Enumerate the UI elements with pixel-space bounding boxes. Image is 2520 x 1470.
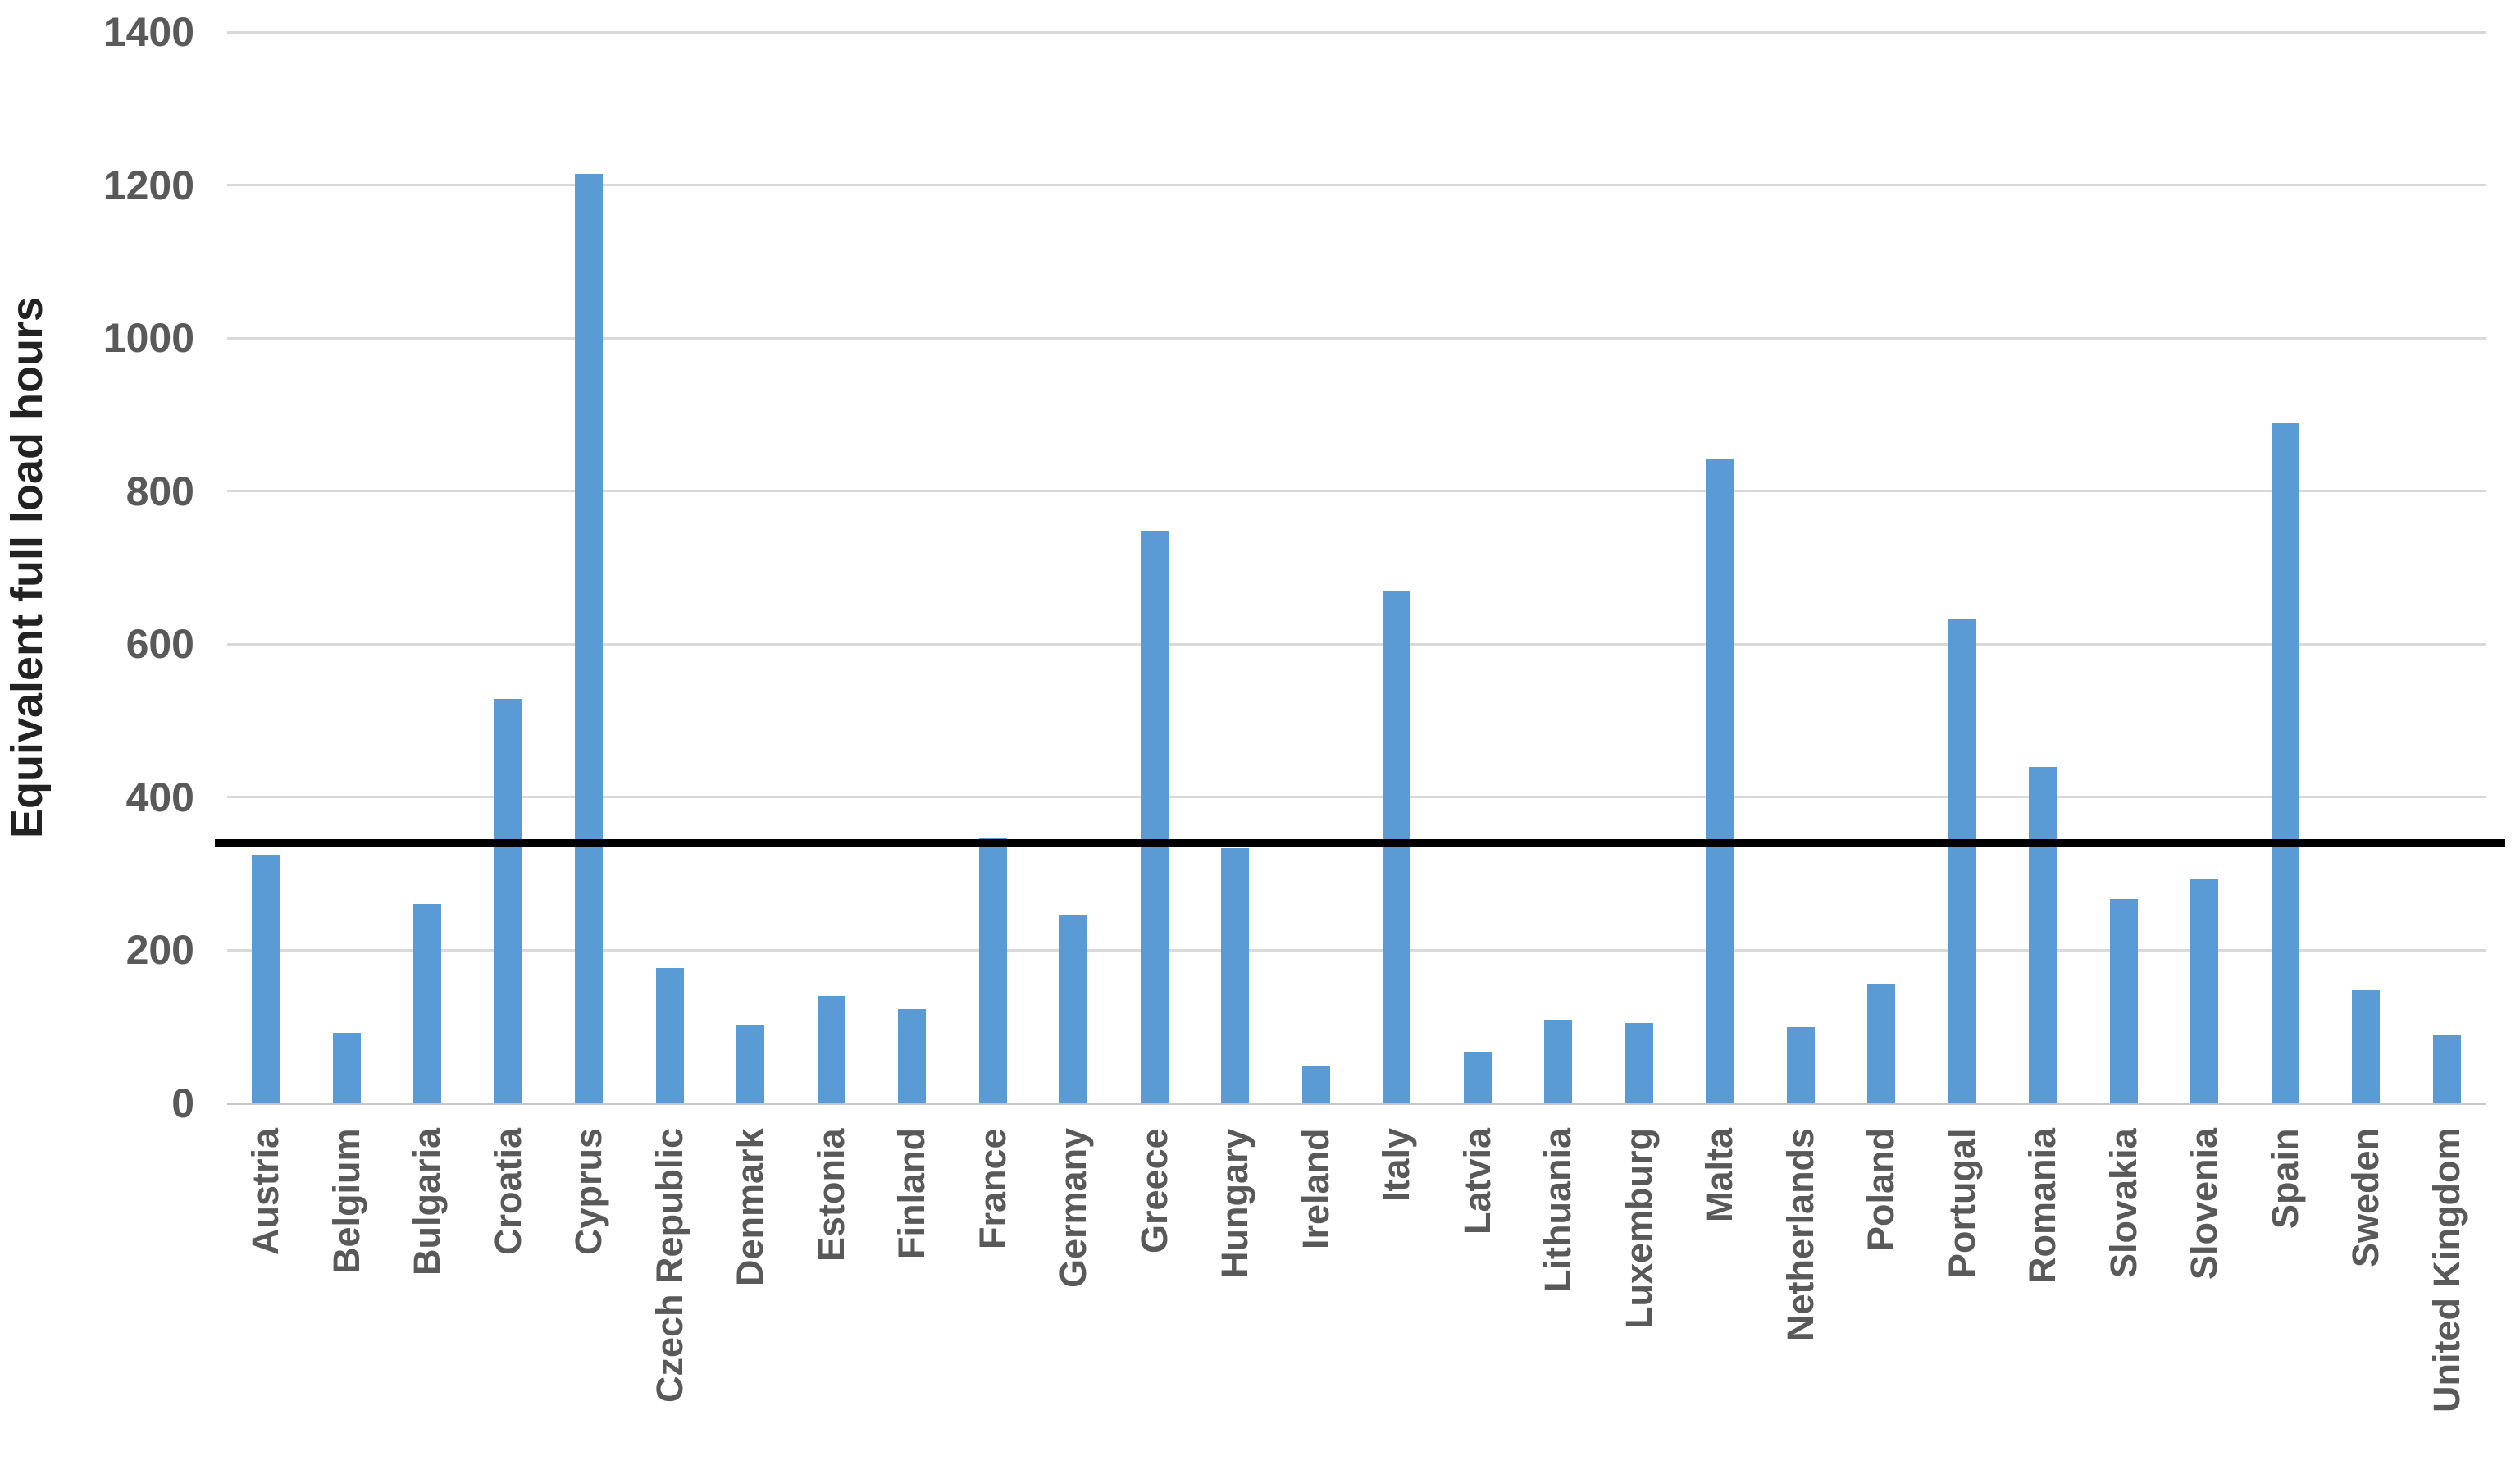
- x-label-germany: Germany: [1052, 1128, 1094, 1289]
- x-label-greece: Greece: [1132, 1128, 1175, 1253]
- x-label-estonia: Estonia: [809, 1128, 852, 1262]
- bar-united-kingdom: [2432, 1034, 2461, 1103]
- gridline-200: [227, 948, 2486, 952]
- bar-sweden: [2352, 989, 2380, 1103]
- bar-luxemburg: [1625, 1023, 1653, 1103]
- bar-denmark: [736, 1024, 764, 1103]
- y-tick-label-0: 0: [171, 1080, 194, 1126]
- x-label-croatia: Croatia: [486, 1128, 529, 1256]
- x-label-cyprus: Cyprus: [567, 1128, 609, 1256]
- x-label-denmark: Denmark: [729, 1128, 771, 1286]
- x-label-malta: Malta: [1698, 1128, 1740, 1223]
- y-tick-label-1000: 1000: [103, 315, 194, 362]
- bar-austria: [252, 854, 280, 1103]
- gridline-800: [227, 490, 2486, 493]
- x-label-hungary: Hungary: [1214, 1128, 1255, 1278]
- x-label-france: France: [971, 1128, 1014, 1249]
- gridline-400: [227, 796, 2486, 799]
- reference-line: [215, 838, 2505, 847]
- bar-estonia: [817, 996, 845, 1103]
- bar-malta: [1706, 459, 1734, 1103]
- bar-greece: [1140, 531, 1169, 1103]
- x-label-slovenia: Slovenia: [2183, 1128, 2225, 1281]
- bar-bulgaria: [413, 903, 441, 1103]
- x-label-slovakia: Slovakia: [2102, 1128, 2144, 1278]
- bar-hungary: [1221, 848, 1249, 1103]
- y-tick-label-600: 600: [125, 621, 194, 668]
- bar-finland: [898, 1009, 926, 1103]
- bar-romania: [2029, 767, 2057, 1103]
- x-label-portugal: Portugal: [1940, 1128, 1983, 1278]
- x-label-ireland: Ireland: [1294, 1128, 1337, 1249]
- bar-latvia: [1463, 1051, 1492, 1103]
- x-label-bulgaria: Bulgaria: [406, 1128, 448, 1276]
- bar-netherlands: [1786, 1026, 1815, 1103]
- y-tick-label-1400: 1400: [103, 9, 194, 55]
- bar-poland: [1867, 983, 1895, 1103]
- x-label-italy: Italy: [1375, 1128, 1417, 1203]
- y-tick-label-200: 200: [125, 927, 194, 974]
- x-label-czech-republic: Czech Republic: [648, 1128, 690, 1404]
- bar-slovakia: [2109, 898, 2138, 1103]
- bar-czech-republic: [655, 967, 684, 1103]
- x-label-lithuania: Lithuania: [1537, 1128, 1579, 1292]
- gridline-1000: [227, 336, 2486, 340]
- bar-france: [978, 838, 1007, 1103]
- bar-spain: [2271, 422, 2299, 1103]
- bar-belgium: [332, 1033, 361, 1103]
- gridline-1400: [227, 30, 2486, 34]
- x-label-netherlands: Netherlands: [1779, 1128, 1821, 1342]
- bar-italy: [1383, 591, 1410, 1103]
- gridline-600: [227, 642, 2486, 646]
- x-label-poland: Poland: [1860, 1128, 1902, 1252]
- y-tick-label-1200: 1200: [103, 162, 194, 208]
- y-tick-label-800: 800: [125, 468, 194, 514]
- x-label-latvia: Latvia: [1456, 1128, 1498, 1235]
- y-tick-label-400: 400: [125, 774, 194, 820]
- x-label-romania: Romania: [2021, 1128, 2063, 1285]
- bar-cyprus: [575, 173, 603, 1103]
- x-label-belgium: Belgium: [325, 1128, 367, 1274]
- bar-ireland: [1301, 1066, 1330, 1103]
- x-label-sweden: Sweden: [2345, 1128, 2386, 1268]
- bar-croatia: [494, 698, 522, 1103]
- gridline-1200: [227, 184, 2486, 187]
- bar-slovenia: [2190, 878, 2218, 1103]
- x-label-austria: Austria: [244, 1128, 286, 1256]
- x-label-united-kingdom: United Kingdom: [2425, 1128, 2468, 1413]
- x-label-luxemburg: Luxemburg: [1617, 1128, 1660, 1330]
- x-axis-line: [227, 1102, 2486, 1105]
- x-label-spain: Spain: [2263, 1128, 2306, 1229]
- bar-portugal: [1948, 618, 1976, 1103]
- bar-germany: [1059, 915, 1087, 1103]
- x-label-finland: Finland: [891, 1128, 932, 1259]
- bar-lithuania: [1544, 1020, 1572, 1103]
